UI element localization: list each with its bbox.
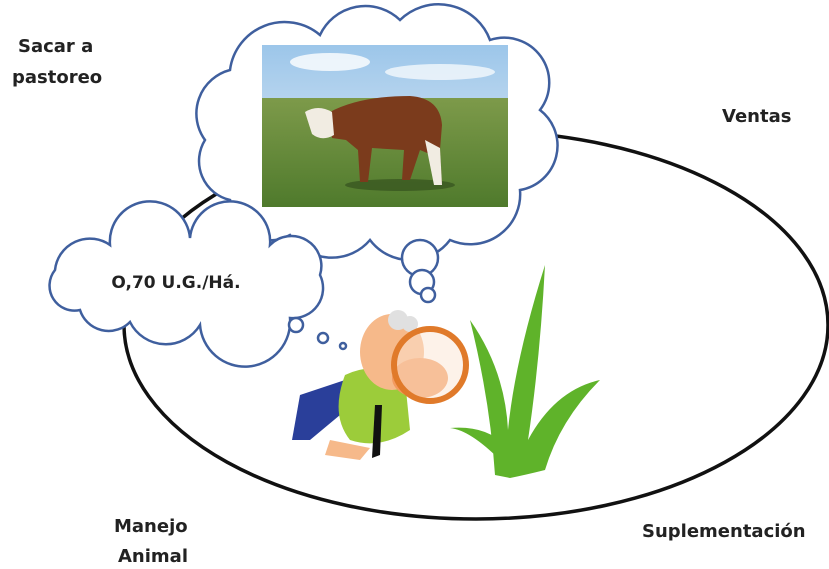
label-line: Manejo — [114, 516, 188, 537]
thought-bubble — [340, 343, 346, 349]
label-line: pastoreo — [12, 67, 102, 88]
thought-bubble — [318, 333, 328, 343]
page: {"labels": [ {"lines": ["Sacar a", "past… — [0, 0, 829, 569]
label-line: Sacar a — [18, 36, 93, 57]
thought-bubble — [421, 288, 435, 302]
cloud-text: O,70 U.G./Há. — [111, 273, 240, 293]
thought-bubble — [289, 318, 303, 332]
label-line: Ventas — [722, 106, 791, 127]
label-line: Suplementación — [642, 521, 806, 542]
grass — [450, 265, 600, 478]
label-line: Animal — [118, 546, 188, 567]
cow-photo — [262, 45, 508, 207]
man-with-magnifier — [292, 310, 466, 460]
diagram: O,70 U.G./Há. Sacar a pastoreo Ventas Manej… — [0, 0, 829, 569]
